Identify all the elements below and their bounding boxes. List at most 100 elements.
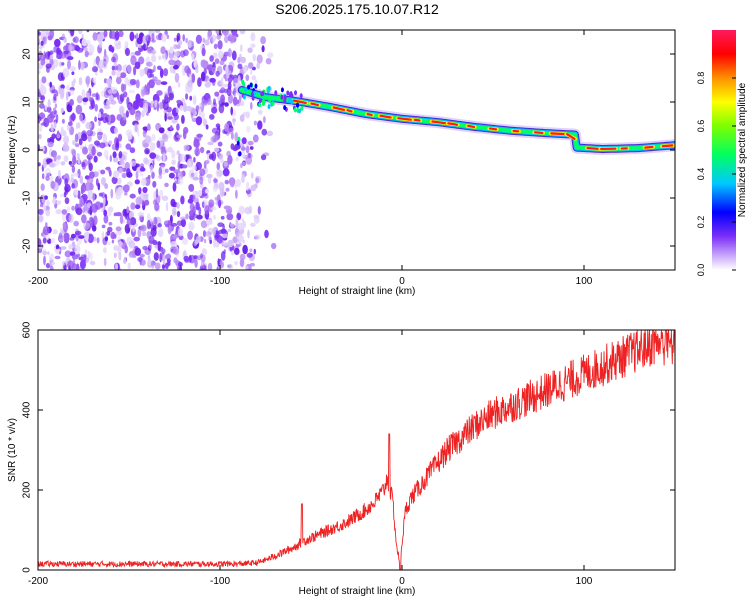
spectrogram-noise-blob <box>86 30 90 33</box>
spectrogram-noise-blob <box>164 262 169 270</box>
spectrogram-noise-blob <box>235 157 239 162</box>
spectrogram-noise-blob <box>111 239 115 244</box>
spectrogram-noise-blob <box>177 227 184 237</box>
spectrogram-noise-blob <box>146 47 153 54</box>
spectrogram-noise-blob <box>266 130 273 137</box>
spectrogram-ridge-fleck <box>247 84 251 90</box>
spectrogram-noise-blob <box>146 213 151 223</box>
spectrogram-noise-blob <box>38 34 41 44</box>
spectrogram-noise-blob <box>139 253 145 258</box>
spectrogram-noise-blob <box>67 59 71 70</box>
spectrogram-noise-blob <box>241 218 245 222</box>
spectrogram-noise-blob <box>60 107 64 114</box>
spectrogram-noise-blob <box>133 123 139 133</box>
spectrogram-noise-blob <box>229 177 235 188</box>
spectrogram-noise-blob <box>117 186 122 193</box>
spectrogram-noise-blob <box>93 155 98 163</box>
spectrogram-noise-blob <box>39 102 45 109</box>
spectrogram-noise-blob <box>94 140 100 146</box>
spectrogram-ridge-fleck <box>300 105 304 111</box>
spectrogram-noise-blob <box>134 179 140 185</box>
spectrogram-noise-blob <box>167 225 172 235</box>
spectrogram-noise-blob <box>42 237 47 244</box>
spectrogram-noise-blob <box>256 54 263 64</box>
spectrogram-noise-blob <box>101 61 108 70</box>
spectrogram-noise-blob <box>49 30 55 38</box>
spectrogram-noise-blob <box>158 166 162 176</box>
spectrogram-noise-blob <box>94 116 97 123</box>
spectrogram-noise-blob <box>240 146 246 151</box>
spectrogram-noise-blob <box>161 195 169 201</box>
spectrogram-noise-blob <box>247 47 253 53</box>
spectrogram-noise-blob <box>160 148 167 155</box>
spectrogram-noise-blob <box>119 214 124 225</box>
spectrogram-noise-blob <box>78 235 85 239</box>
spectrogram-noise-blob <box>172 234 179 239</box>
spectrogram-noise-blob <box>77 122 81 129</box>
spectrogram-ridge-peak-core <box>292 99 307 105</box>
spectrogram-noise-blob <box>49 253 55 262</box>
spectrogram-noise-blob <box>213 238 216 248</box>
spectrogram-noise-blob <box>116 76 122 85</box>
spectrogram-noise-blob <box>122 167 127 172</box>
spectrogram-noise-blob <box>192 95 197 105</box>
spectrogram-noise-blob <box>54 38 61 48</box>
spectrogram-noise-blob <box>175 60 183 66</box>
spectrogram-noise-blob <box>189 195 193 200</box>
spectrogram-noise-blob <box>94 104 98 112</box>
spectrogram-ridge-fleck <box>293 107 297 113</box>
spectrogram-noise-blob <box>98 119 101 126</box>
spectrogram-noise-blob <box>98 111 102 119</box>
spectrogram-noise-blob <box>166 34 170 39</box>
spectrogram-noise-blob <box>220 94 226 103</box>
spectrogram-noise-blob <box>58 85 61 94</box>
spectrogram-noise-blob <box>134 61 141 70</box>
spectrogram-noise-blob <box>252 134 259 143</box>
spectrogram-noise-blob <box>177 40 183 46</box>
spectrogram-noise-blob <box>115 230 123 236</box>
spectrogram-ridge-peak-core <box>310 102 320 107</box>
spectrogram-noise-blob <box>83 222 90 230</box>
spectrogram-noise-blob <box>245 74 250 81</box>
spectrogram-noise-blob <box>69 99 74 106</box>
spectrogram-noise-blob <box>108 114 111 124</box>
spectrogram-noise-blob <box>125 143 132 150</box>
spectrogram-noise-blob <box>200 220 208 229</box>
spectrogram-ridge-peak-core <box>467 124 476 129</box>
spectrogram-noise-blob <box>203 238 207 244</box>
spectrogram-noise-blob <box>133 236 140 242</box>
spectrogram-noise-blob <box>56 200 62 205</box>
spectrogram-noise-blob <box>247 152 252 159</box>
spectrogram-noise-blob <box>204 81 211 88</box>
spectrogram-noise-blob <box>115 42 122 50</box>
spectrogram-noise-blob <box>188 161 192 168</box>
spectrogram-noise-blob <box>60 193 65 198</box>
spectrogram-x-tick-label: -200 <box>28 276 48 287</box>
spectrogram-noise-blob <box>235 189 238 199</box>
spectrogram-noise-blob <box>198 189 203 197</box>
spectrogram-noise-blob <box>224 102 229 107</box>
spectrogram-noise-blob <box>71 71 75 75</box>
spectrogram-noise-blob <box>155 188 159 199</box>
snr-x-tick-label: 100 <box>576 576 593 587</box>
spectrogram-noise-blob <box>242 112 249 117</box>
spectrogram-noise-blob <box>214 147 220 153</box>
spectrogram-noise-blob <box>110 100 117 105</box>
spectrogram-noise-blob <box>163 220 171 227</box>
spectrogram-ridge-fleck <box>261 90 265 96</box>
spectrogram-noise-blob <box>250 32 256 42</box>
spectrogram-ridge-fleck <box>286 90 290 96</box>
spectrogram-noise-blob <box>50 123 54 132</box>
spectrogram-ridge-fleck <box>283 105 287 111</box>
spectrogram-noise-blob <box>129 31 135 42</box>
spectrogram-noise-blob <box>159 101 164 110</box>
spectrogram-noise-blob <box>239 149 246 158</box>
spectrogram-noise-blob <box>85 236 89 242</box>
spectrogram-noise-blob <box>239 30 246 35</box>
spectrogram-noise-blob <box>223 161 228 167</box>
spectrogram-noise-blob <box>239 56 246 64</box>
spectrogram-noise-blob <box>160 248 166 254</box>
spectrogram-noise-blob <box>244 206 251 215</box>
spectrogram-noise-blob <box>235 218 239 228</box>
